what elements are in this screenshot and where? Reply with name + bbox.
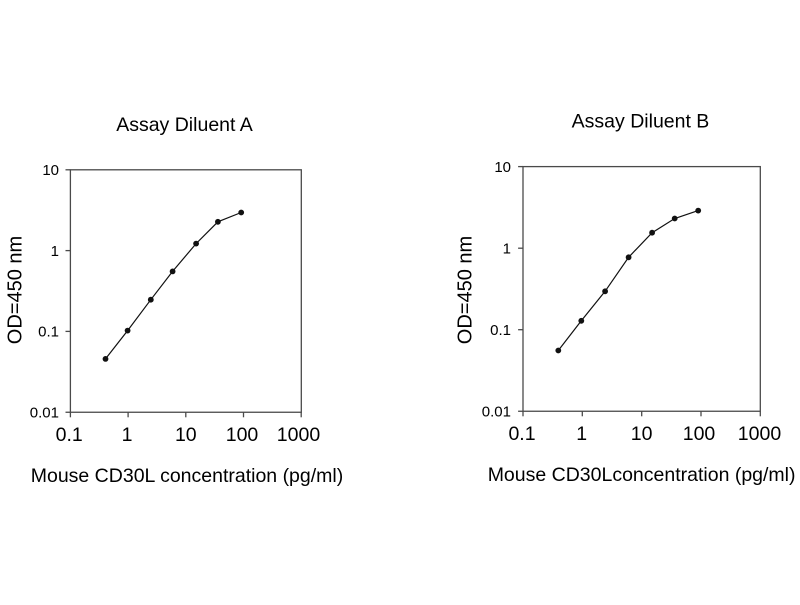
svg-text:OD=450 nm: OD=450 nm <box>455 236 477 344</box>
svg-text:0.1: 0.1 <box>508 423 535 445</box>
svg-text:1: 1 <box>51 243 59 260</box>
svg-text:0.01: 0.01 <box>482 404 511 421</box>
svg-text:0.1: 0.1 <box>490 322 511 339</box>
svg-text:Mouse CD30Lconcentration (pg/m: Mouse CD30Lconcentration (pg/ml) <box>488 464 796 486</box>
svg-text:Assay Diluent A: Assay Diluent A <box>116 114 253 136</box>
svg-text:0.01: 0.01 <box>30 405 59 422</box>
svg-text:OD=450 nm: OD=450 nm <box>5 236 27 344</box>
svg-text:1000: 1000 <box>277 424 321 446</box>
svg-text:1: 1 <box>576 423 587 445</box>
svg-text:10: 10 <box>42 162 59 179</box>
svg-text:Assay Diluent B: Assay Diluent B <box>572 111 710 133</box>
svg-text:100: 100 <box>683 423 716 445</box>
svg-text:100: 100 <box>226 424 259 446</box>
svg-text:0.1: 0.1 <box>38 324 59 341</box>
svg-text:Mouse CD30L concentration (pg/: Mouse CD30L concentration (pg/ml) <box>31 465 344 487</box>
svg-text:0.1: 0.1 <box>56 424 83 446</box>
svg-text:10: 10 <box>175 424 197 446</box>
svg-text:1: 1 <box>122 424 133 446</box>
svg-text:1000: 1000 <box>738 423 782 445</box>
svg-text:10: 10 <box>494 159 511 176</box>
svg-text:1: 1 <box>503 240 511 257</box>
svg-text:10: 10 <box>631 423 653 445</box>
